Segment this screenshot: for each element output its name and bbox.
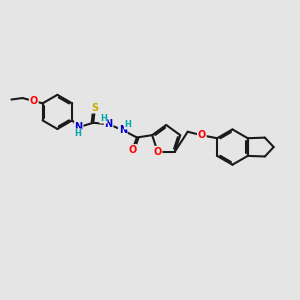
Text: H: H [75, 129, 81, 138]
Text: O: O [30, 96, 38, 106]
Text: O: O [198, 130, 206, 140]
Text: H: H [100, 114, 107, 123]
Text: S: S [91, 103, 98, 113]
Text: N: N [119, 125, 127, 135]
Text: O: O [128, 145, 136, 155]
Text: H: H [124, 120, 131, 129]
Text: O: O [153, 147, 162, 157]
Text: N: N [74, 122, 83, 132]
Text: N: N [105, 119, 113, 129]
